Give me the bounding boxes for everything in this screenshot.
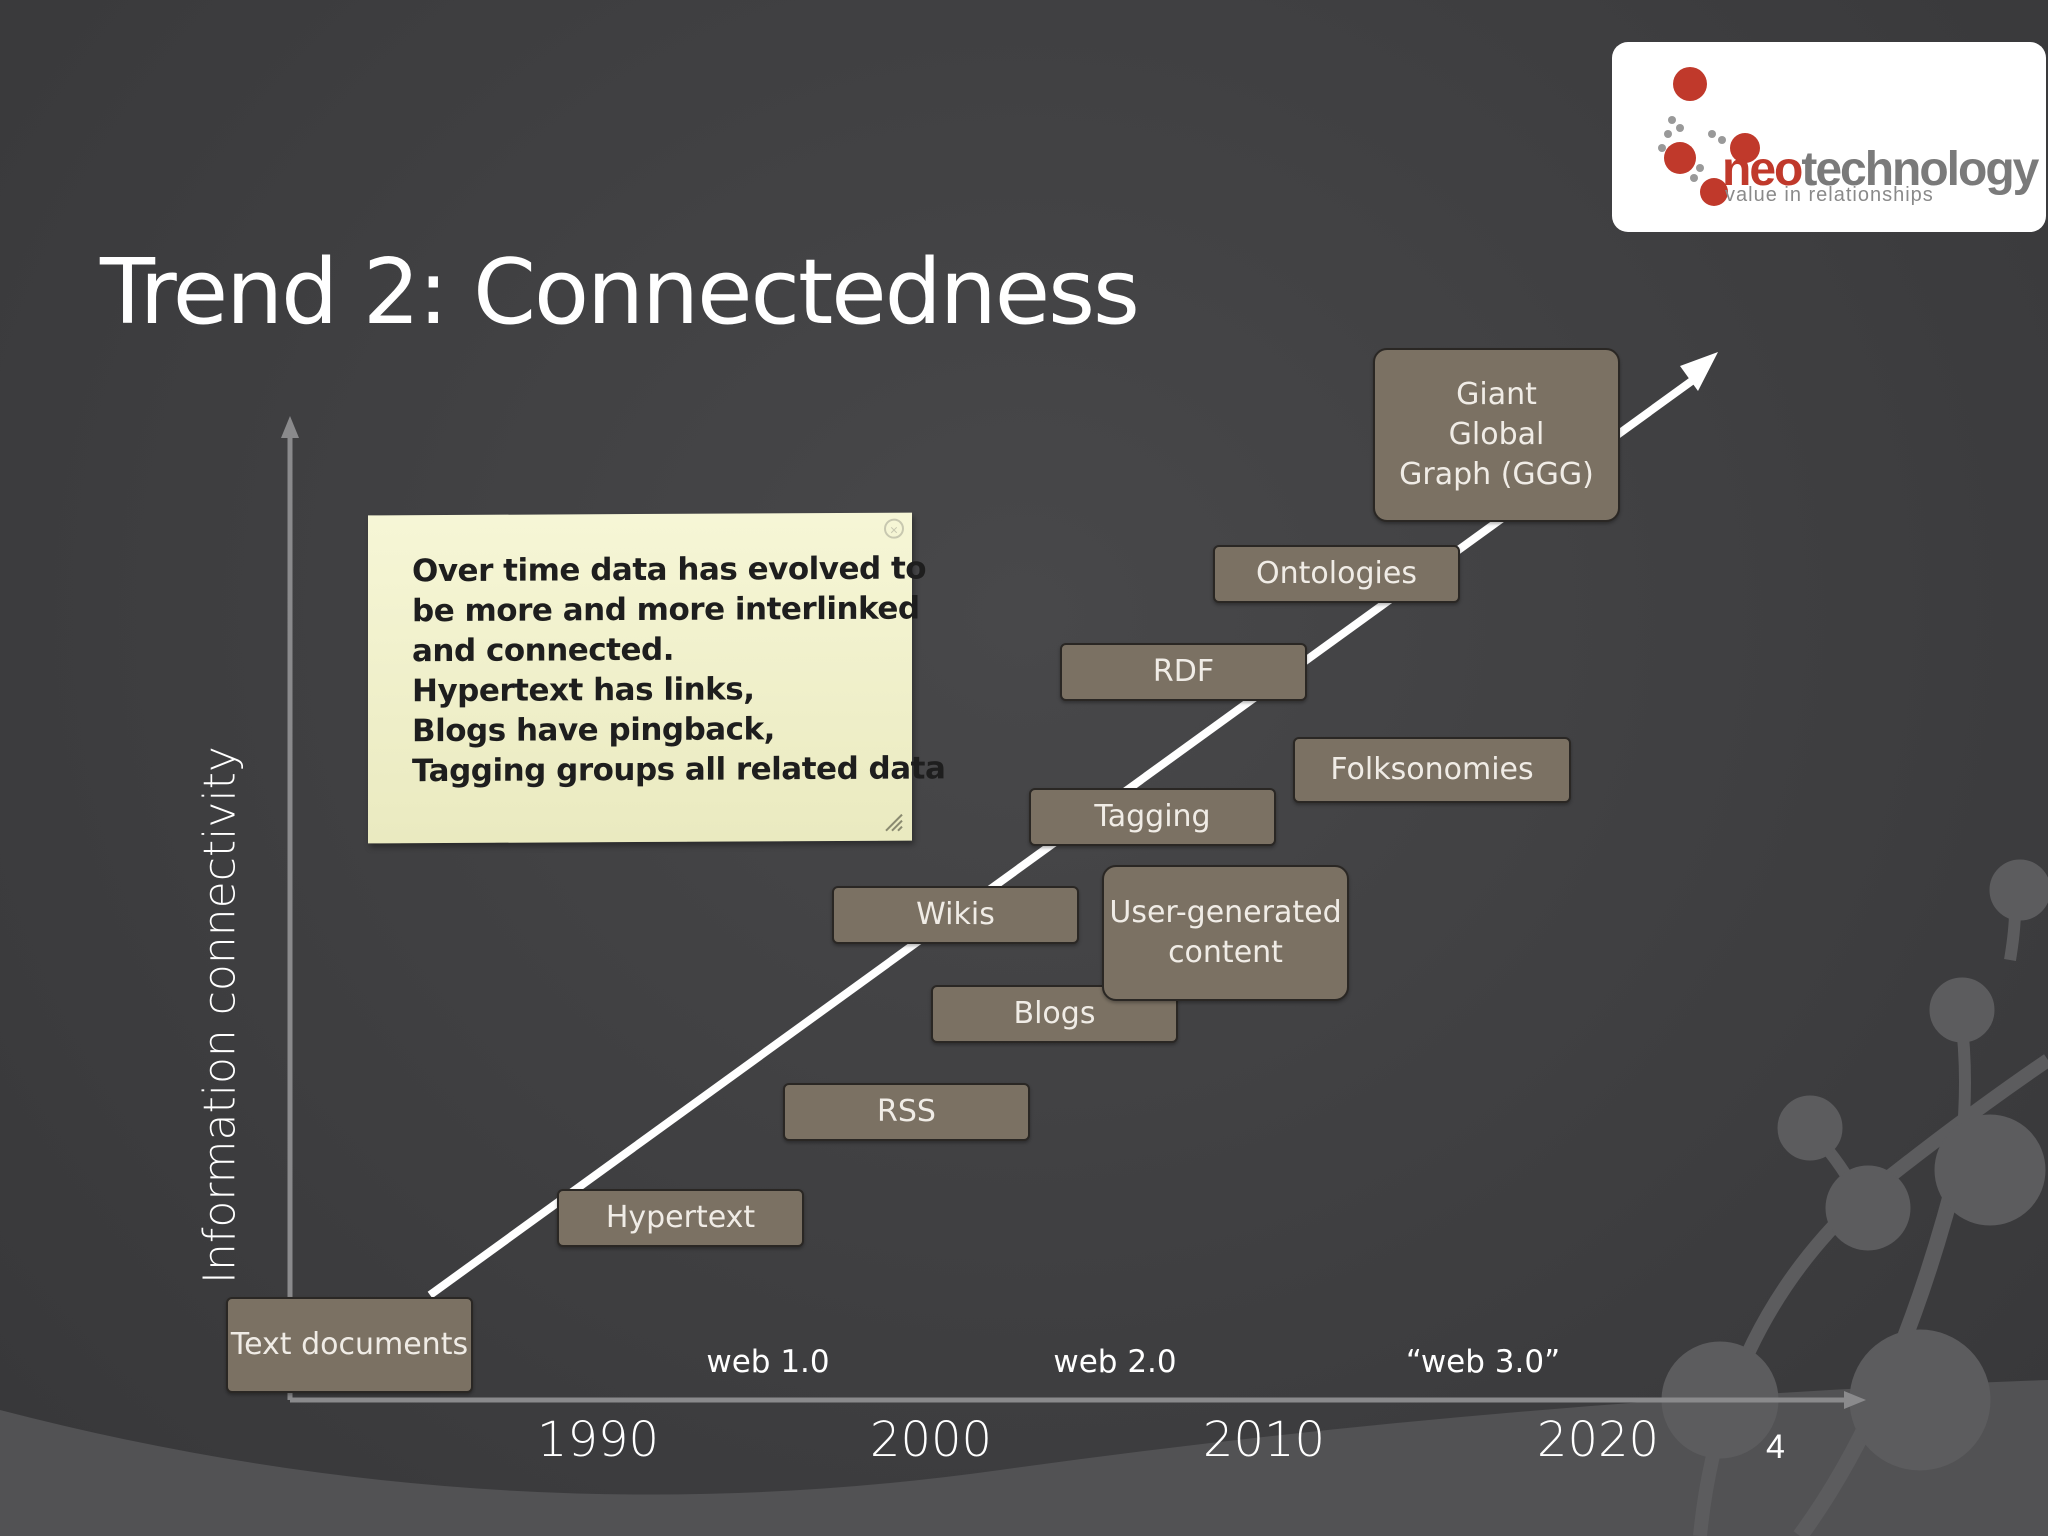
stage-folksonomies: Folksonomies [1293,737,1571,803]
slide-title: Trend 2: Connectedness [100,240,1140,345]
era-label-web3: “web 3.0” [1405,1344,1561,1380]
era-label-web2: web 2.0 [1053,1344,1177,1380]
stage-ontologies: Ontologies [1213,545,1460,603]
note-close-icon[interactable]: × [884,518,904,539]
neotechnology-logo: neotechnology value in relationships [1612,42,2046,232]
year-label-2010: 2010 [1202,1412,1326,1468]
stage-tagging: Tagging [1029,788,1276,846]
stage-rdf: RDF [1060,643,1307,701]
trend-arrowhead [1680,352,1718,391]
logo-wordmark: neotechnology [1722,142,2039,197]
stage-giant-global-graph: Giant Global Graph (GGG) [1373,348,1620,522]
stage-user-generated-content: User-generated content [1102,865,1349,1001]
year-label-2000: 2000 [869,1412,993,1468]
stage-rss: RSS [783,1083,1030,1141]
logo-technology-text: technology [1801,143,2039,196]
logo-neo-text: neo [1722,143,1803,196]
logo-dots-icon [1658,67,1760,206]
y-axis-arrowhead [281,416,299,438]
stage-hypertext: Hypertext [557,1189,804,1247]
note-resize-grip-icon[interactable] [882,811,904,833]
sticky-note: × Over time data has evolved to be more … [368,512,945,844]
logo-tagline: value in relationships [1725,184,1934,206]
year-label-1990: 1990 [536,1412,660,1468]
bottom-swoosh [0,1380,2048,1536]
stage-wikis: Wikis [832,886,1079,944]
year-label-2020: 2020 [1536,1412,1660,1468]
stage-text-documents: Text documents [226,1297,473,1393]
x-axis-arrowhead [1844,1391,1866,1409]
page-number: 4 [1766,1428,1785,1466]
note-text: Over time data has evolved to be more an… [412,550,946,790]
y-axis-label: Information connectivity [194,746,246,1284]
era-label-web1: web 1.0 [706,1344,830,1380]
